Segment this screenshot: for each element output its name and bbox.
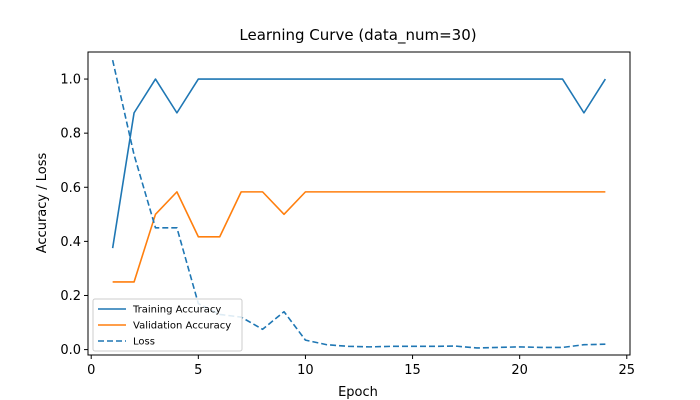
series-line-training-accuracy bbox=[111, 78, 607, 249]
legend-label: Loss bbox=[133, 337, 155, 348]
y-axis-label: Accuracy / Loss bbox=[35, 153, 50, 254]
x-axis: 0 5 10 15 20 25 bbox=[87, 355, 635, 378]
chart-title: Learning Curve (data_num=30) bbox=[239, 26, 476, 45]
legend-box bbox=[92, 298, 243, 352]
legend: Training Accuracy Validation Accuracy Loss bbox=[92, 298, 243, 352]
y-tick-label: 0.4 bbox=[60, 235, 81, 250]
legend-label: Validation Accuracy bbox=[133, 321, 231, 332]
series-line-validation-accuracy bbox=[112, 191, 606, 283]
x-tick-label: 5 bbox=[194, 363, 202, 378]
x-tick-label: 10 bbox=[297, 363, 314, 378]
y-tick-label: 0.2 bbox=[60, 289, 81, 304]
y-tick-label: 1.0 bbox=[60, 73, 81, 88]
series-line-loss bbox=[111, 59, 606, 349]
plot-area bbox=[87, 51, 631, 356]
legend-label: Training Accuracy bbox=[132, 305, 221, 316]
y-tick-label: 0.8 bbox=[60, 127, 81, 142]
x-axis-label: Epoch bbox=[338, 385, 378, 400]
y-tick-label: 0.0 bbox=[60, 343, 81, 358]
y-tick-label: 0.6 bbox=[60, 181, 81, 196]
x-tick-label: 20 bbox=[511, 363, 528, 378]
plot-frame bbox=[87, 51, 631, 356]
x-tick-label: 0 bbox=[87, 363, 95, 378]
x-tick-label: 25 bbox=[619, 363, 636, 378]
x-tick-label: 15 bbox=[404, 363, 421, 378]
y-axis: 0.0 0.2 0.4 0.6 0.8 1.0 bbox=[60, 73, 88, 358]
